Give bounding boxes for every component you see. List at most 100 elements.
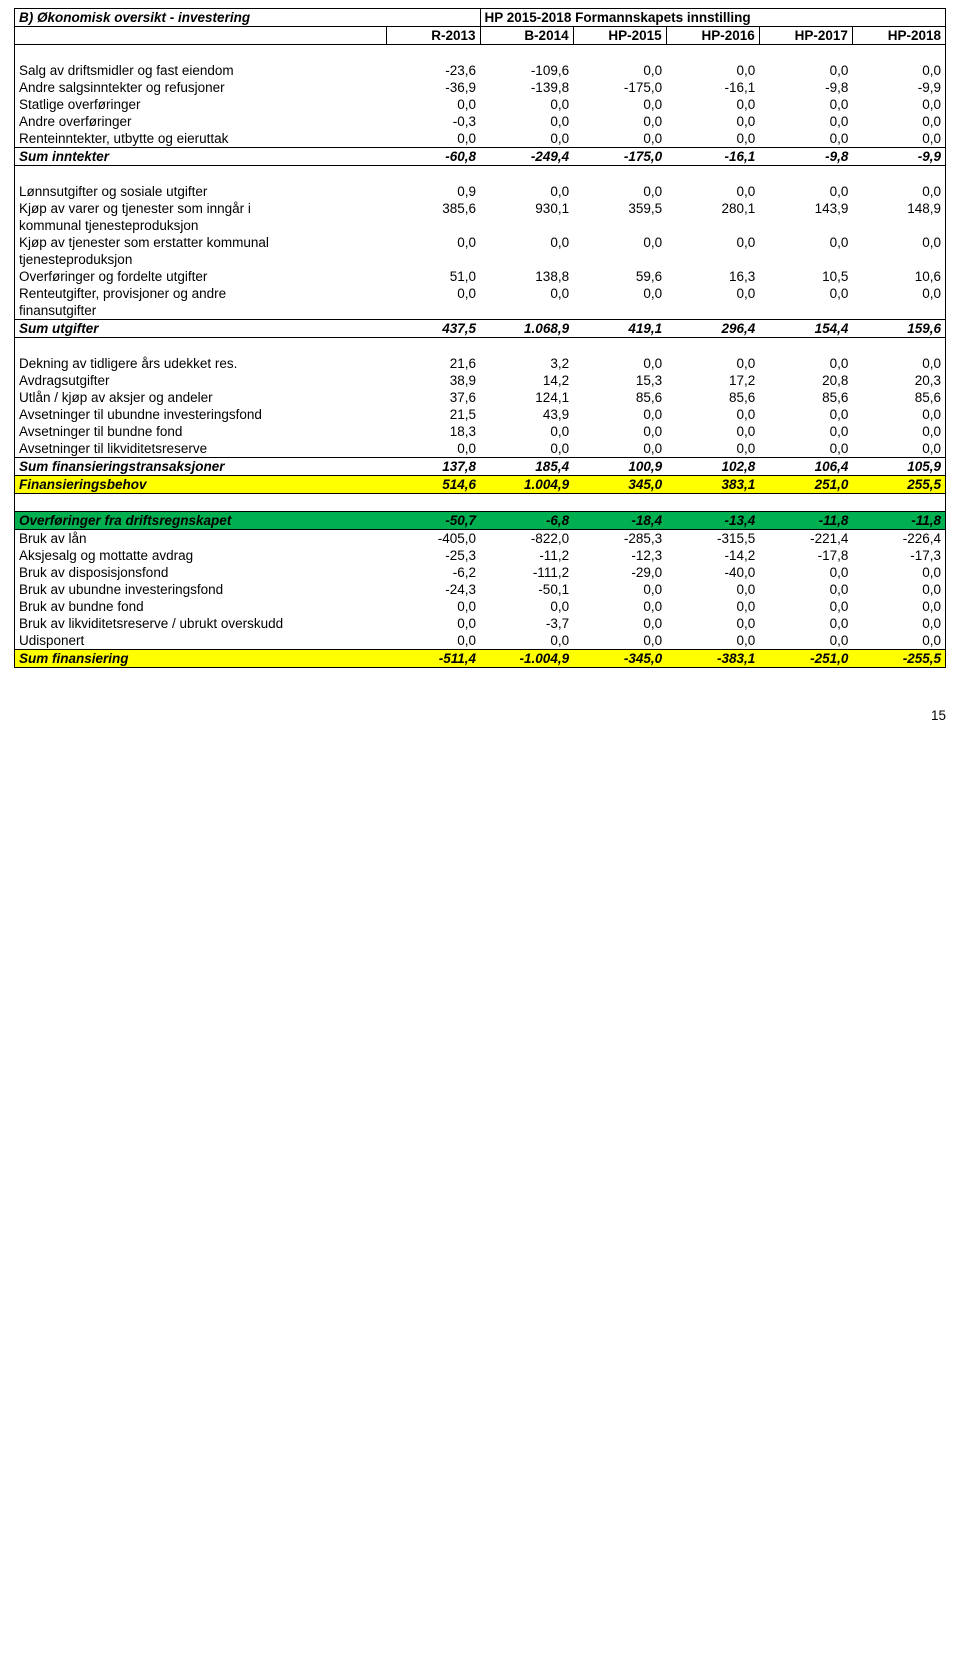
table-cell: 0,0	[573, 355, 666, 372]
table-cell: 0,0	[759, 581, 852, 598]
table-cell: -285,3	[573, 530, 666, 548]
table-cell: 0,0	[759, 406, 852, 423]
table-cell: HP-2017	[759, 27, 852, 45]
table-cell: Sum utgifter	[15, 320, 387, 338]
table-cell: 0,0	[759, 440, 852, 458]
table-cell: R-2013	[387, 27, 480, 45]
table-cell: 0,0	[480, 285, 573, 302]
table-cell: Avsetninger til likviditetsreserve	[15, 440, 387, 458]
table-cell: 0,0	[852, 632, 945, 650]
table-cell: 0,0	[759, 598, 852, 615]
table-row: Avdragsutgifter38,914,215,317,220,820,3	[15, 372, 946, 389]
table-cell: 255,5	[852, 476, 945, 494]
table-row: Dekning av tidligere års udekket res.21,…	[15, 355, 946, 372]
table-cell: 0,0	[573, 285, 666, 302]
table-cell: -17,8	[759, 547, 852, 564]
table-cell: 0,0	[480, 96, 573, 113]
table-cell: Avdragsutgifter	[15, 372, 387, 389]
table-row: Kjøp av varer og tjenester som inngår i3…	[15, 200, 946, 217]
table-cell: 137,8	[387, 458, 480, 476]
table-cell: 345,0	[573, 476, 666, 494]
table-cell: Bruk av ubundne investeringsfond	[15, 581, 387, 598]
table-cell: Statlige overføringer	[15, 96, 387, 113]
table-cell: HP-2015	[573, 27, 666, 45]
table-cell: 0,0	[387, 285, 480, 302]
table-cell: 85,6	[759, 389, 852, 406]
table-cell: 0,0	[666, 581, 759, 598]
table-cell	[759, 217, 852, 234]
table-cell	[666, 338, 759, 356]
table-cell: 0,0	[573, 598, 666, 615]
table-cell	[15, 166, 387, 184]
table-cell: -405,0	[387, 530, 480, 548]
table-row: Avsetninger til bundne fond18,30,00,00,0…	[15, 423, 946, 440]
table-cell: 18,3	[387, 423, 480, 440]
table-cell: -3,7	[480, 615, 573, 632]
table-cell: -14,2	[666, 547, 759, 564]
table-cell	[480, 302, 573, 320]
table-cell	[15, 494, 387, 512]
table-cell	[852, 494, 945, 512]
table-cell: Sum finansieringstransaksjoner	[15, 458, 387, 476]
table-cell: Udisponert	[15, 632, 387, 650]
table-cell	[480, 494, 573, 512]
table-cell	[573, 251, 666, 268]
sum-row: Sum utgifter437,51.068,9419,1296,4154,41…	[15, 320, 946, 338]
table-cell: -12,3	[573, 547, 666, 564]
table-cell: -1.004,9	[480, 650, 573, 668]
table-cell	[759, 45, 852, 63]
table-cell: 251,0	[759, 476, 852, 494]
table-cell	[480, 45, 573, 63]
table-cell: Utlån / kjøp av aksjer og andeler	[15, 389, 387, 406]
table-row: Kjøp av tjenester som erstatter kommunal…	[15, 234, 946, 251]
table-cell: Bruk av bundne fond	[15, 598, 387, 615]
table-cell: 20,8	[759, 372, 852, 389]
table-cell: 124,1	[480, 389, 573, 406]
table-cell: -29,0	[573, 564, 666, 581]
table-cell: -251,0	[759, 650, 852, 668]
table-cell: 0,0	[852, 113, 945, 130]
table-cell: 148,9	[852, 200, 945, 217]
table-cell: 0,0	[852, 581, 945, 598]
table-cell: -11,8	[759, 512, 852, 530]
table-cell	[387, 166, 480, 184]
table-cell: 38,9	[387, 372, 480, 389]
table-cell: -226,4	[852, 530, 945, 548]
table-cell: 10,5	[759, 268, 852, 285]
table-cell: 1.068,9	[480, 320, 573, 338]
table-cell: Overføringer fra driftsregnskapet	[15, 512, 387, 530]
table-cell: 37,6	[387, 389, 480, 406]
table-cell: 419,1	[573, 320, 666, 338]
sum-row: Overføringer fra driftsregnskapet-50,7-6…	[15, 512, 946, 530]
table-cell: -175,0	[573, 148, 666, 166]
table-cell: -9,8	[759, 148, 852, 166]
table-cell: 0,0	[759, 130, 852, 148]
table-cell: 0,0	[573, 96, 666, 113]
table-cell	[759, 338, 852, 356]
table-cell: 0,0	[573, 62, 666, 79]
table-cell: 102,8	[666, 458, 759, 476]
table-cell	[852, 217, 945, 234]
table-cell	[852, 251, 945, 268]
table-cell: 0,0	[573, 581, 666, 598]
table-cell: 0,0	[666, 355, 759, 372]
table-cell: -345,0	[573, 650, 666, 668]
table-row: Salg av driftsmidler og fast eiendom-23,…	[15, 62, 946, 79]
table-cell: -11,8	[852, 512, 945, 530]
table-cell	[15, 45, 387, 63]
table-cell: 0,0	[666, 615, 759, 632]
table-cell: 100,9	[573, 458, 666, 476]
table-row: Aksjesalg og mottatte avdrag-25,3-11,2-1…	[15, 547, 946, 564]
table-cell	[387, 302, 480, 320]
table-cell: 0,0	[666, 285, 759, 302]
table-cell: 106,4	[759, 458, 852, 476]
table-cell: 0,0	[666, 130, 759, 148]
table-cell: 0,0	[573, 423, 666, 440]
page-number: 15	[14, 668, 946, 723]
table-cell: 138,8	[480, 268, 573, 285]
sum-row: Sum inntekter-60,8-249,4-175,0-16,1-9,8-…	[15, 148, 946, 166]
table-row: Bruk av lån-405,0-822,0-285,3-315,5-221,…	[15, 530, 946, 548]
table-cell: -249,4	[480, 148, 573, 166]
table-cell: kommunal tjenesteproduksjon	[15, 217, 387, 234]
table-cell	[480, 338, 573, 356]
